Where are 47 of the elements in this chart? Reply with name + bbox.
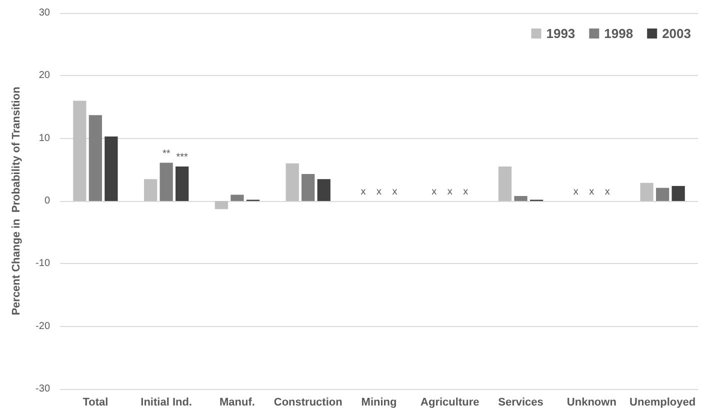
bar <box>640 182 654 201</box>
y-tick-label: 20 <box>38 70 50 82</box>
legend-label: 1993 <box>546 26 576 41</box>
y-axis-title: Percent Change in Probability of Transition <box>10 86 22 316</box>
bar <box>88 115 102 201</box>
bar <box>672 186 685 201</box>
data-label: ** <box>162 148 170 160</box>
text: x <box>447 186 452 198</box>
bar <box>656 188 670 201</box>
bar <box>302 174 315 201</box>
bar <box>144 179 158 201</box>
x-tick-label: Agriculture <box>420 396 480 408</box>
x-tick-label: Unemployed <box>630 396 696 408</box>
bar <box>317 179 330 201</box>
legend-label: 2003 <box>662 26 691 41</box>
y-tick-label: 0 <box>44 196 50 206</box>
bar <box>498 166 512 201</box>
x-tick-label: Mining <box>361 396 397 408</box>
x-tick-label: Construction <box>274 396 343 408</box>
bar <box>160 162 173 201</box>
text: x <box>392 186 398 198</box>
x-tick-label: Initial Ind. <box>140 396 192 408</box>
y-tick-label: 10 <box>38 132 50 144</box>
text: x <box>604 186 610 198</box>
bar <box>514 196 528 201</box>
legend-label: 1998 <box>604 26 634 41</box>
bar <box>286 163 299 201</box>
data-label: *** <box>176 152 188 164</box>
text: x <box>463 186 468 198</box>
bar <box>214 201 228 210</box>
y-tick-label: -10 <box>36 258 50 270</box>
bar <box>176 166 189 201</box>
text: x <box>376 186 382 198</box>
text: x <box>432 186 437 198</box>
bar <box>73 100 86 201</box>
y-tick-label: 30 <box>38 8 50 18</box>
text: x <box>360 186 366 198</box>
text: x <box>589 186 594 198</box>
y-tick-label: -30 <box>36 384 50 394</box>
x-tick-label: Services <box>498 396 544 408</box>
y-tick-label: -20 <box>36 320 50 332</box>
x-tick-label: Unknown <box>566 396 617 408</box>
x-tick-label: Manuf. <box>219 396 255 408</box>
x-tick-label: Total <box>82 396 108 408</box>
bar <box>230 194 244 201</box>
text: x <box>573 186 578 198</box>
bar <box>104 136 118 201</box>
